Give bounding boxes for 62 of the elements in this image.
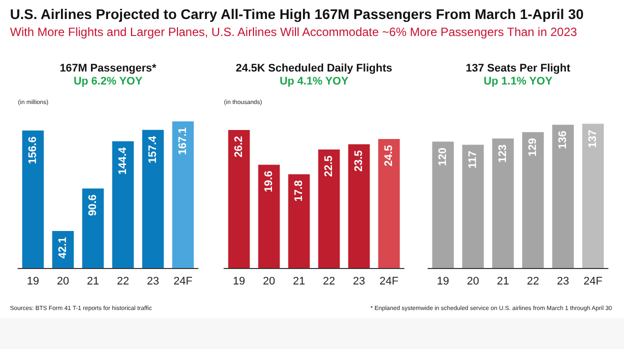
text: U.S. Airlines Projected to Carry All-Time High 167M Passengers From March 1-April 30 [10, 6, 584, 22]
x-tick-label: 20 [262, 276, 276, 288]
bar [112, 141, 134, 268]
chart-title: 24.5K Scheduled Daily Flights [236, 62, 392, 74]
x-tick-label: 20 [56, 276, 70, 288]
bar [378, 138, 400, 268]
chart-title: 167M Passengers* [60, 62, 158, 74]
chart-subtitle: Up 4.1% YOY [280, 76, 350, 88]
data-label: 157.4 [147, 134, 159, 164]
chart-title: 137 Seats Per Flight [466, 62, 571, 74]
x-tick-label: 21 [292, 276, 306, 288]
data-label: 123 [497, 144, 509, 163]
bar [228, 130, 250, 268]
x-tick-label: 19 [436, 276, 450, 288]
bar [318, 150, 340, 268]
data-label: 117 [467, 150, 479, 169]
data-label: 24.5 [383, 144, 395, 166]
data-label: 17.8 [293, 180, 305, 202]
data-label: 156.6 [27, 136, 39, 164]
bar [582, 124, 604, 268]
data-label: 144.4 [117, 146, 129, 175]
bar [82, 188, 104, 268]
bar [288, 174, 310, 268]
bar [552, 124, 574, 268]
data-label: 129 [527, 138, 539, 156]
x-tick-label: 23 [556, 276, 570, 288]
data-label: 19.6 [263, 170, 275, 192]
bar [142, 130, 164, 268]
bar [348, 144, 370, 268]
data-label: 26.2 [233, 136, 245, 158]
x-tick-label: 23 [352, 276, 366, 288]
chart-subtitle: Up 6.2% YOY [74, 76, 144, 88]
text: With More Flights and Larger Planes, U.S. Airlines Will Accommodate ~6% More Passengers Than in 2023 [10, 25, 578, 39]
bar [432, 142, 454, 268]
x-tick-label: 22 [526, 276, 540, 288]
bar [462, 144, 484, 268]
data-label: 120 [437, 148, 449, 166]
bar [522, 132, 544, 268]
x-tick-label: 19 [232, 276, 246, 288]
data-label: 137 [587, 130, 599, 148]
data-label: 23.5 [353, 150, 365, 172]
x-tick-label: 22 [116, 276, 130, 288]
bar [492, 138, 514, 268]
bar [172, 121, 194, 268]
data-label: 22.5 [323, 156, 335, 177]
data-label: 90.6 [87, 194, 99, 216]
chart-subtitle: Up 1.1% YOY [484, 76, 554, 88]
data-label: 136 [557, 130, 569, 150]
x-tick-label: 21 [86, 276, 100, 288]
data-label: 42.1 [57, 237, 69, 258]
data-label: 167.1 [177, 127, 189, 155]
x-tick-label: 22 [322, 276, 336, 288]
x-tick-label: 23 [146, 276, 160, 288]
bar [22, 130, 44, 268]
x-tick-label: 24F [174, 276, 193, 288]
x-tick-label: 19 [26, 276, 40, 288]
x-tick-label: 24F [584, 276, 603, 288]
x-tick-label: 20 [466, 276, 480, 288]
x-tick-label: 24F [380, 276, 399, 288]
x-tick-label: 21 [496, 276, 510, 288]
bar [52, 231, 74, 268]
bar [258, 164, 280, 268]
